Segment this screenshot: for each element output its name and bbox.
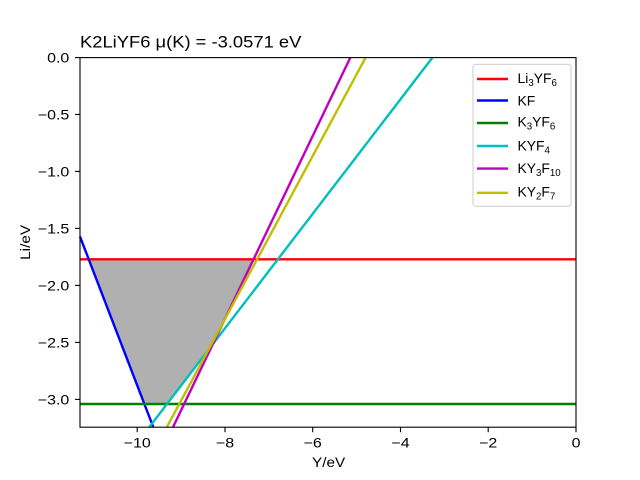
- svg-text:KF: KF: [518, 93, 536, 109]
- svg-text:KY2F7: KY2F7: [518, 184, 556, 203]
- svg-text:−3.0: −3.0: [38, 392, 70, 408]
- svg-text:−2.5: −2.5: [38, 335, 70, 351]
- svg-text:−1.0: −1.0: [38, 164, 70, 180]
- svg-text:−4: −4: [391, 435, 409, 451]
- svg-text:−10: −10: [124, 435, 151, 451]
- svg-text:−2: −2: [479, 435, 497, 451]
- svg-text:−2.0: −2.0: [38, 278, 70, 294]
- svg-text:−0.5: −0.5: [38, 107, 70, 123]
- svg-text:Y/eV: Y/eV: [312, 455, 345, 470]
- svg-text:−6: −6: [304, 435, 322, 451]
- svg-text:−8: −8: [216, 435, 234, 451]
- svg-text:Li3YF6: Li3YF6: [518, 70, 557, 89]
- svg-text:0.0: 0.0: [47, 51, 69, 67]
- svg-text:Li/eV: Li/eV: [19, 225, 34, 260]
- svg-text:K2LiYF6 μ(K) = -3.0571 eV: K2LiYF6 μ(K) = -3.0571 eV: [80, 32, 302, 51]
- svg-text:KYF4: KYF4: [518, 137, 551, 156]
- svg-text:−1.5: −1.5: [38, 221, 70, 237]
- svg-text:0: 0: [572, 435, 581, 451]
